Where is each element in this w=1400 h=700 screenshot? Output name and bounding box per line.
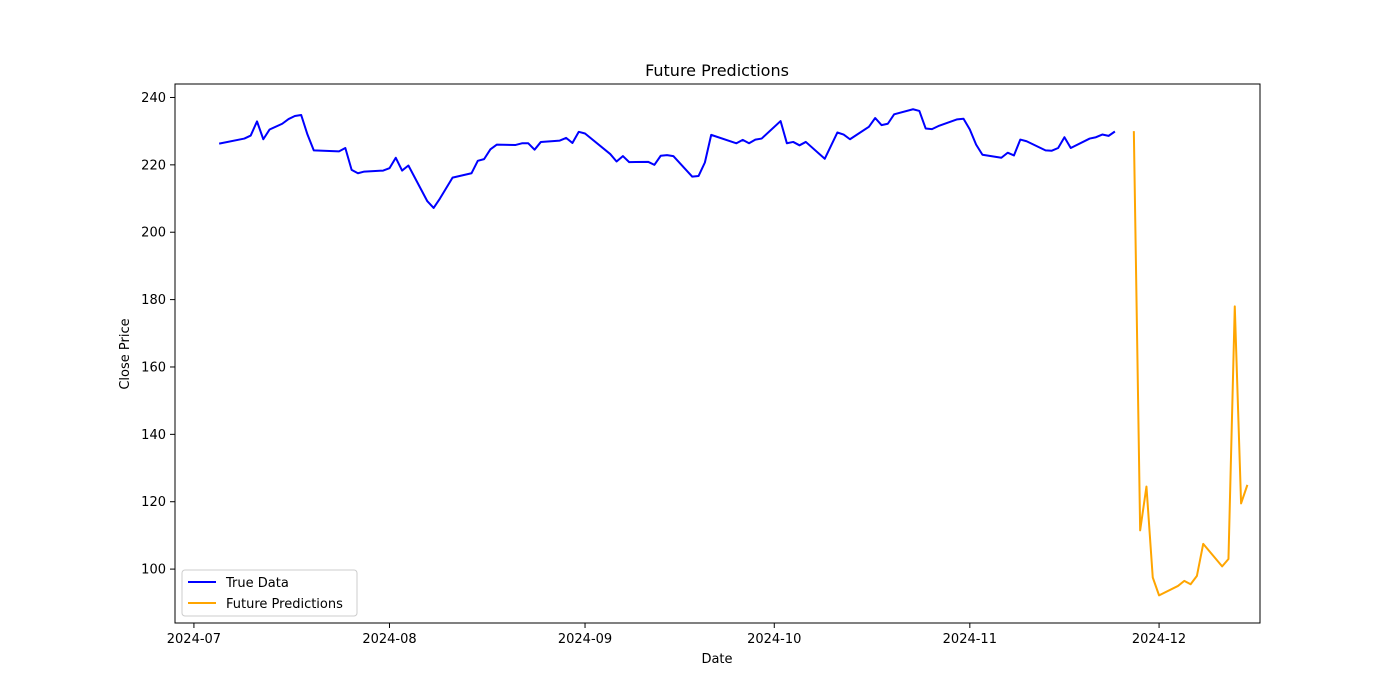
y-tick-label: 180 [141, 293, 166, 308]
x-tick-label: 2024-09 [558, 632, 612, 647]
series-line-true-data [218, 108, 1116, 209]
y-tick-label: 120 [141, 495, 166, 510]
legend: True Data Future Predictions [181, 569, 358, 617]
y-tick-label: 100 [141, 563, 166, 578]
x-tick-label: 2024-07 [167, 632, 221, 647]
x-axis-label: Date [701, 652, 732, 667]
y-tick-label: 240 [141, 91, 166, 106]
y-tick-label: 220 [141, 158, 166, 173]
y-tick-label: 200 [141, 226, 166, 241]
x-tick-label: 2024-10 [747, 632, 801, 647]
y-axis: 100 120 140 160 180 200 220 240 [141, 91, 175, 578]
series-layer [218, 108, 1249, 597]
x-tick-label: 2024-11 [943, 632, 997, 647]
x-axis: 2024-07 2024-08 2024-09 2024-10 2024-11 2024-… [167, 623, 1186, 647]
legend-label-true-data: True Data [225, 576, 289, 591]
chart-title: Future Predictions [645, 61, 789, 80]
legend-label-future-predictions: Future Predictions [226, 597, 343, 612]
series-line-future-predictions [1132, 131, 1249, 597]
y-tick-label: 160 [141, 360, 166, 375]
x-tick-label: 2024-12 [1132, 632, 1186, 647]
plot-frame [174, 83, 1261, 624]
y-axis-label: Close Price [118, 318, 133, 389]
legend-box [181, 569, 358, 617]
x-tick-label: 2024-08 [362, 632, 416, 647]
y-tick-label: 140 [141, 428, 166, 443]
